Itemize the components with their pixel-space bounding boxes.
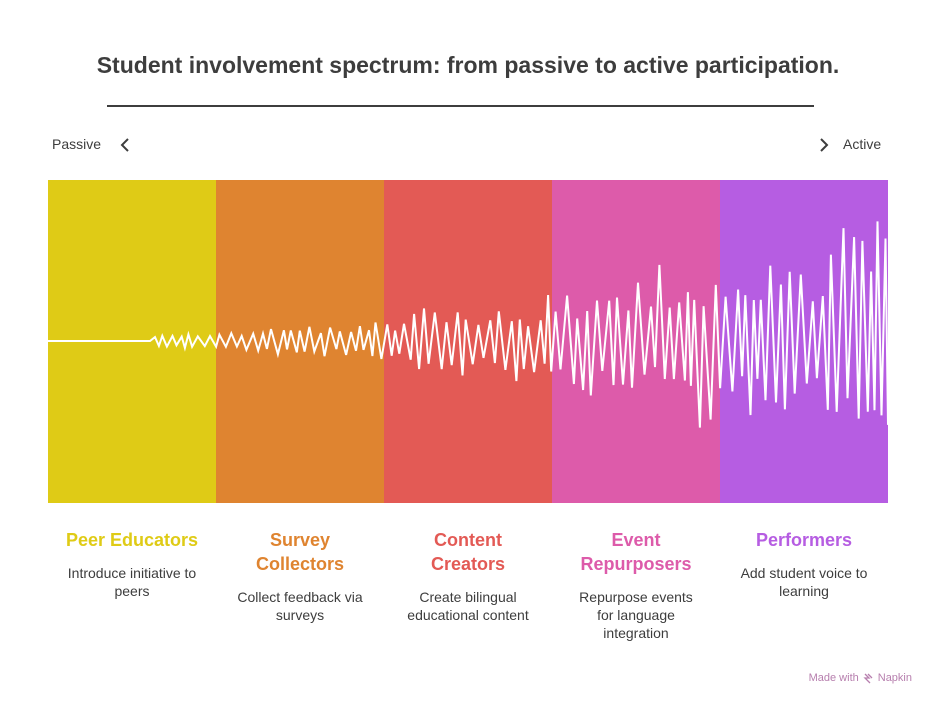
napkin-logo-icon <box>863 673 873 683</box>
stage-title: Peer Educators <box>65 530 199 550</box>
stage-description: Create bilingual educational content <box>407 589 529 623</box>
stage-survey-collectors: Survey Collectors Collect feedback via s… <box>216 528 384 624</box>
napkin-brand-label: Napkin <box>877 672 912 684</box>
active-label: Active <box>843 136 882 152</box>
stage-title: Content Creators <box>430 530 506 574</box>
made-with-napkin-badge: Made with Napkin <box>809 672 912 684</box>
chevron-right-icon <box>820 138 829 152</box>
stage-description: Repurpose events for language integratio… <box>579 589 693 641</box>
diagram-title: Student involvement spectrum: from passi… <box>96 52 840 78</box>
stage-description: Add student voice to learning <box>740 565 868 599</box>
stage-content-creators: Content Creators Create bilingual educat… <box>384 528 552 624</box>
passive-label: Passive <box>52 136 102 152</box>
made-with-label: Made with <box>808 672 859 684</box>
stage-performers: Performers Add student voice to learning <box>720 528 888 600</box>
stage-title: Survey Collectors <box>255 530 345 574</box>
stage-title: Event Repurposers <box>580 530 692 574</box>
stage-event-repurposers: Event Repurposers Repurpose events for l… <box>552 528 720 642</box>
chevron-left-icon <box>120 138 129 152</box>
title-divider <box>107 105 814 107</box>
stage-description: Introduce initiative to peers <box>67 565 197 599</box>
stage-description: Collect feedback via surveys <box>237 589 363 623</box>
stage-title: Performers <box>755 530 853 550</box>
stage-peer-educators: Peer Educators Introduce initiative to p… <box>48 528 216 600</box>
